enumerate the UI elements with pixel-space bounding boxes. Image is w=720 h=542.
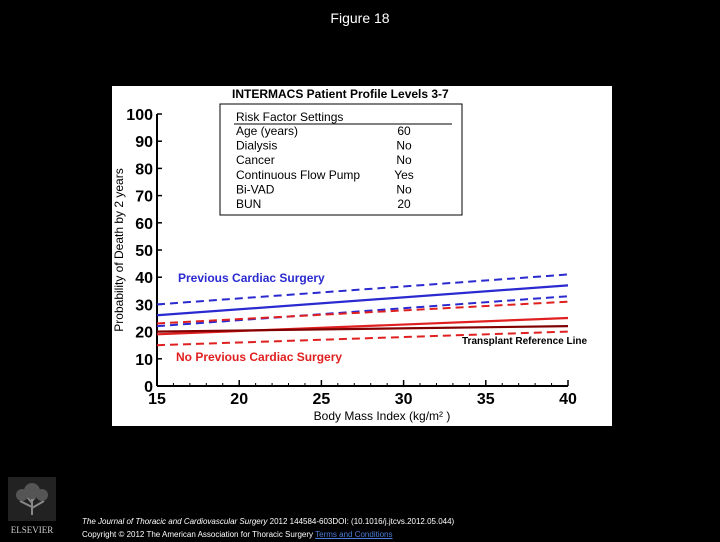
x-tick-label: 20 xyxy=(230,391,248,408)
tree-crown-icon xyxy=(36,489,48,501)
slide-title: Figure 18 xyxy=(330,10,390,26)
risk-factor-value: 60 xyxy=(397,124,411,138)
figure-panel: INTERMACS Patient Profile Levels 3-7 Ris… xyxy=(112,86,612,426)
y-tick-label: 60 xyxy=(135,216,153,233)
x-axis-label: Body Mass Index (kg/m² ) xyxy=(314,409,451,423)
copyright-text: Copyright © 2012 The American Associatio… xyxy=(82,530,314,539)
y-axis-label: Probability of Death by 2 years xyxy=(112,168,126,331)
risk-factor-value: No xyxy=(396,182,412,196)
y-tick-label: 90 xyxy=(135,134,153,151)
risk-factor-value: 20 xyxy=(397,197,411,211)
series-layer xyxy=(156,273,569,347)
series-line-6 xyxy=(156,325,569,333)
citation-line: The Journal of Thoracic and Cardiovascul… xyxy=(82,515,454,528)
series-line-2 xyxy=(156,295,569,328)
risk-table: Risk Factor Settings Age (years) 60 Dialys… xyxy=(219,103,463,216)
y-tick-label: 40 xyxy=(135,270,153,287)
y-tick-label: 100 xyxy=(126,107,153,124)
logo-text: ELSEVIER xyxy=(11,525,54,535)
y-tick-label: 10 xyxy=(135,352,153,369)
series-line-0 xyxy=(156,273,569,306)
x-tick-label: 40 xyxy=(559,391,577,408)
chart-title: INTERMACS Patient Profile Levels 3-7 xyxy=(232,87,449,101)
elsevier-logo: ELSEVIER xyxy=(4,475,60,537)
citation-text: 2012 144584-603DOI: (10.1016/j.jtcvs.201… xyxy=(267,517,455,526)
y-tick-label: 50 xyxy=(135,243,153,260)
risk-factor-name: Age (years) xyxy=(236,124,298,138)
chart: INTERMACS Patient Profile Levels 3-7 Ris… xyxy=(112,87,587,423)
footer: The Journal of Thoracic and Cardiovascul… xyxy=(82,515,454,541)
risk-factor-value: No xyxy=(396,153,412,167)
risk-table-header: Risk Factor Settings xyxy=(236,110,343,124)
risk-factor-value: No xyxy=(396,139,412,153)
journal-name: The Journal of Thoracic and Cardiovascul… xyxy=(82,517,268,526)
y-tick-label: 80 xyxy=(135,161,153,178)
y-tick-label: 70 xyxy=(135,189,153,206)
risk-factor-name: Continuous Flow Pump xyxy=(236,168,360,182)
risk-table-frame xyxy=(219,103,463,216)
x-tick-label: 25 xyxy=(313,391,331,408)
terms-link[interactable]: Terms and Conditions xyxy=(315,530,393,539)
risk-table-rows: Age (years) 60 Dialysis No Cancer No Continuou… xyxy=(236,124,414,211)
risk-factor-name: Cancer xyxy=(236,153,275,167)
y-tick-label: 30 xyxy=(135,297,153,314)
copyright-line: Copyright © 2012 The American Associatio… xyxy=(82,528,454,541)
axes: 0 10 20 30 40 50 60 70 80 90 100 15 20 25 30 35 40 xyxy=(126,107,577,408)
y-tick-label: 20 xyxy=(135,325,153,342)
label-transplant-reference-line: Transplant Reference Line xyxy=(462,336,587,347)
risk-factor-name: BUN xyxy=(236,197,261,211)
y-tick-label: 0 xyxy=(144,379,153,396)
series-line-1 xyxy=(156,284,569,317)
series-line-3 xyxy=(156,300,569,325)
x-tick-label: 35 xyxy=(477,391,495,408)
risk-factor-value: Yes xyxy=(394,168,414,182)
label-no-previous-cardiac-surgery: No Previous Cardiac Surgery xyxy=(176,350,342,364)
label-previous-cardiac-surgery: Previous Cardiac Surgery xyxy=(178,271,325,285)
tree-crown-icon xyxy=(16,489,28,501)
x-tick-label: 30 xyxy=(395,391,413,408)
risk-factor-name: Bi-VAD xyxy=(236,182,275,196)
x-tick-label: 15 xyxy=(148,391,166,408)
risk-factor-name: Dialysis xyxy=(236,139,277,153)
series-line-5 xyxy=(156,330,569,347)
